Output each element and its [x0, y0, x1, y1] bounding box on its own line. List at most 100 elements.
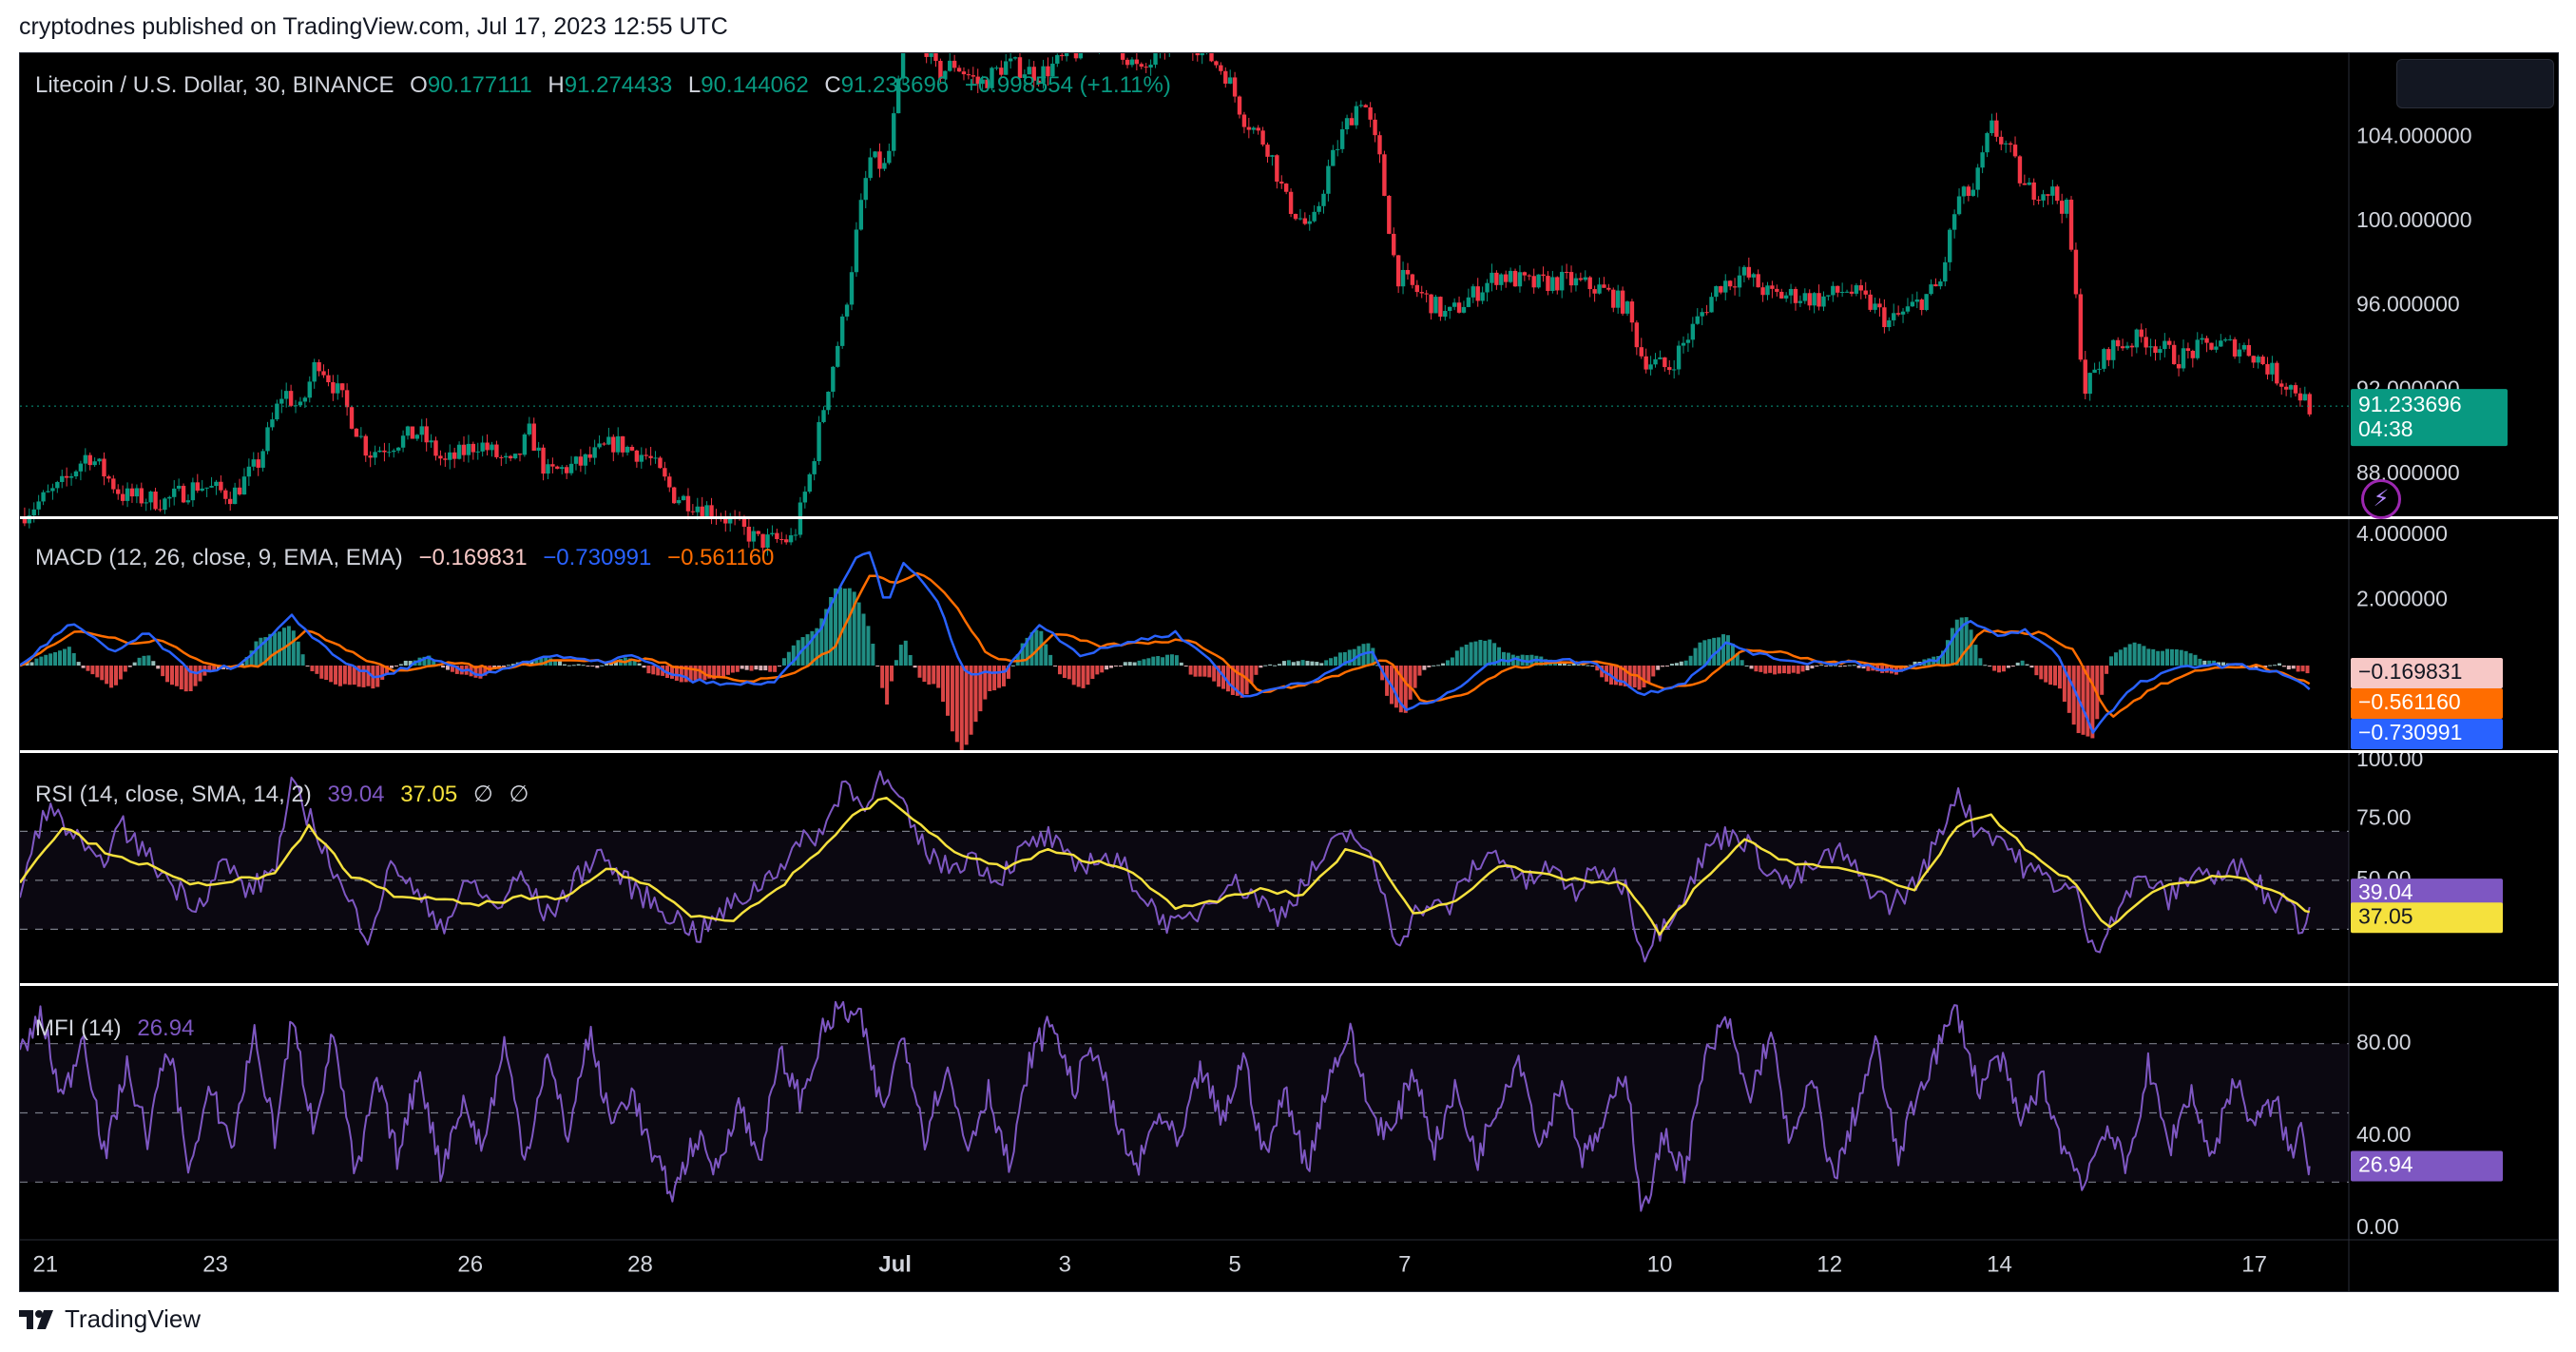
macd-hist-bar-454: [2142, 646, 2146, 666]
candle-body-77: [382, 450, 387, 453]
macd-line: [20, 550, 2311, 734]
macd-legend: MACD (12, 26, close, 9, EMA, EMA) −0.169…: [35, 545, 783, 571]
macd-hist-bar-87: [427, 655, 432, 666]
macd-hist-bar-12: [76, 662, 81, 666]
candle-body-328: [1555, 277, 1560, 291]
symbol-title[interactable]: Litecoin / U.S. Dollar, 30, BINANCE: [35, 72, 394, 98]
candle-body-252: [1200, 53, 1204, 56]
candle-body-212: [1012, 57, 1018, 59]
macd-hist-bar-298: [1413, 666, 1417, 688]
macd-hist-bar-483: [2277, 663, 2281, 666]
macd-hist-bar-274: [1300, 660, 1305, 666]
candle-body-314: [1490, 272, 1494, 283]
macd-hist-bar-211: [1006, 666, 1010, 679]
candle-body-457: [2158, 349, 2163, 354]
candle-body-355: [1681, 342, 1686, 346]
candle-body-168: [807, 473, 812, 493]
candle-body-259: [1232, 77, 1238, 97]
bolt-icon[interactable]: ⚡: [2361, 479, 2401, 519]
pane-separator-macd[interactable]: [20, 516, 2558, 519]
candle-body-482: [2275, 362, 2279, 384]
macd-hist-bar-210: [1001, 666, 1006, 686]
macd-hist-bar-50: [254, 641, 259, 666]
rsi-title[interactable]: RSI (14, close, SMA, 14, 2): [35, 782, 312, 807]
macd-hist-bar-455: [2146, 648, 2151, 666]
macd-hist-bar-53: [268, 633, 273, 666]
candle-body-141: [681, 495, 686, 501]
candle-body-135: [653, 457, 658, 459]
candle-body-378: [1788, 288, 1794, 296]
candle-body-128: [620, 435, 625, 453]
candle-body-45: [232, 487, 238, 505]
candle-body-343: [1624, 301, 1630, 314]
candle-body-313: [1485, 282, 1490, 293]
macd-hist-bar-139: [669, 666, 674, 679]
candle-body-485: [2288, 385, 2294, 390]
macd-hist-bar-370: [1749, 666, 1754, 669]
chart-frame[interactable]: 104.000000 100.000000 96.000000 92.000000 88…: [19, 52, 2559, 1292]
macd-hist-bar-114: [553, 660, 558, 666]
candle-body-140: [676, 500, 682, 504]
macd-hist-bar-245: [1165, 654, 1170, 666]
macd-hist-bar-35: [183, 666, 188, 692]
candle-body-213: [1017, 57, 1023, 78]
macd-hist-bar-132: [637, 663, 642, 666]
candle-body-206: [985, 79, 990, 88]
macd-hist-bar-332: [1571, 663, 1576, 666]
macd-hist-bar-24: [132, 662, 137, 666]
candle-body-380: [1797, 300, 1803, 303]
macd-hist-bar-345: [1632, 666, 1637, 688]
candle-body-223: [1064, 53, 1069, 57]
macd-hist-bar-404: [1908, 665, 1913, 666]
macd-hist-bar-230: [1095, 666, 1100, 675]
candle-body-236: [1125, 59, 1130, 66]
macd-hist-bar-231: [1100, 666, 1105, 673]
candle-body-468: [2209, 342, 2214, 350]
macd-hist-bar-42: [217, 666, 221, 669]
macd-hist-bar-200: [954, 666, 959, 743]
candle-body-340: [1611, 289, 1616, 308]
candle-body-330: [1564, 271, 1569, 273]
candle-body-102: [499, 456, 504, 458]
macd-hist-bar-125: [605, 663, 609, 666]
candle-body-64: [321, 371, 326, 376]
candle-body-433: [2046, 194, 2050, 196]
macd-hist-bar-172: [824, 608, 829, 666]
rsi-na-1: ∅: [472, 782, 493, 807]
macd-hist-bar-63: [315, 666, 319, 674]
macd-hist-bar-459: [2165, 648, 2170, 666]
chart-svg[interactable]: 104.000000100.00000096.00000092.00000088…: [20, 53, 2558, 1291]
mfi-title[interactable]: MFI (14): [35, 1015, 122, 1041]
macd-badge-signal: −0.561160: [2358, 689, 2461, 714]
pane-separator-mfi[interactable]: [20, 983, 2558, 986]
candle-body-170: [817, 421, 821, 462]
candle-body-53: [270, 419, 275, 428]
macd-hist-bar-263: [1249, 666, 1254, 684]
macd-title[interactable]: MACD (12, 26, close, 9, EMA, EMA): [35, 545, 403, 570]
macd-hist-bar-311: [1473, 641, 1478, 666]
macd-y-tick-1: 2.000000: [2356, 587, 2448, 611]
candle-body-155: [746, 527, 752, 542]
macd-hist-bar-86: [422, 656, 427, 666]
candle-body-377: [1783, 295, 1789, 299]
candle-body-362: [1714, 286, 1719, 298]
top-right-button[interactable]: [2396, 59, 2554, 108]
candle-body-394: [1863, 290, 1868, 295]
macd-hist-bar-127: [613, 661, 618, 666]
candle-body-4: [41, 492, 46, 502]
pane-separator-rsi[interactable]: [20, 750, 2558, 753]
rsi-y-tick-1: 75.00: [2356, 805, 2412, 830]
ohlc-close: C91.233696: [824, 72, 950, 98]
candle-body-130: [629, 447, 635, 451]
candle-body-413: [1951, 214, 1957, 230]
macd-hist-bar-178: [852, 591, 856, 666]
candle-body-367: [1737, 275, 1742, 288]
candle-body-263: [1251, 127, 1256, 130]
macd-hist-bar-22: [123, 666, 127, 672]
candle-body-461: [2176, 363, 2182, 369]
candle-body-297: [1410, 274, 1415, 285]
candle-body-51: [260, 451, 265, 468]
candle-body-241: [1148, 65, 1153, 68]
macd-hist-bar-164: [786, 651, 791, 666]
macd-hist-bar-34: [179, 666, 183, 690]
